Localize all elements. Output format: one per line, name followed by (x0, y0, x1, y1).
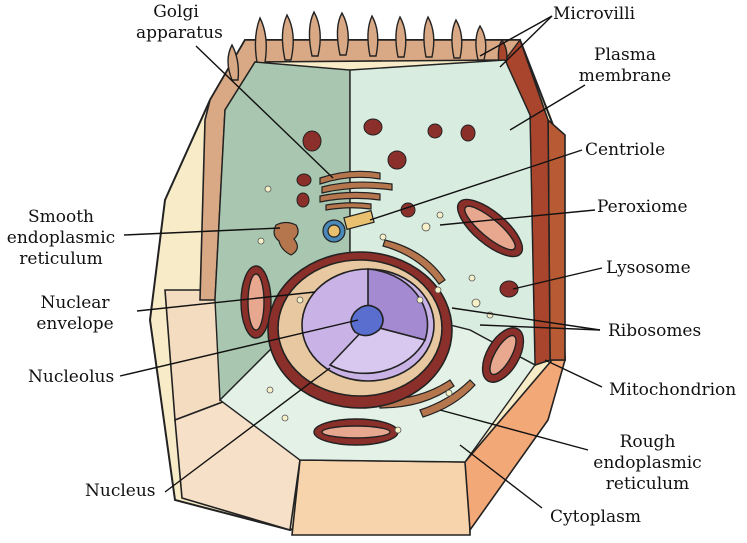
left-lower-face (174, 399, 301, 532)
label-nucleus: Nucleus (85, 481, 156, 501)
smooth-er (273, 221, 299, 256)
label-lysosome: Lysosome (606, 258, 691, 278)
label-ribosomes: Ribosomes (608, 321, 702, 341)
label-microvilli: Microvilli (553, 4, 636, 24)
label-smooth-line3: reticulum (19, 249, 103, 269)
label-centriole: Centriole (585, 140, 666, 160)
label-rough-line3: reticulum (605, 474, 690, 494)
label-rough-line1: Rough (619, 432, 676, 452)
label-golgi-line1: Golgi (153, 2, 199, 22)
lysosomes (296, 118, 519, 298)
label-smooth-line2: endoplasmic (6, 228, 116, 248)
nucleus (267, 251, 453, 409)
label-mitochondrion: Mitochondrion (609, 380, 737, 400)
bottom-face (291, 459, 471, 536)
label-rough-line2: endoplasmic (593, 453, 702, 473)
label-plasma-line2: membrane (578, 66, 672, 86)
label-plasma-membrane: Plasma membrane (575, 45, 675, 87)
centriole (322, 209, 375, 243)
label-nuclear-line1: Nuclear (40, 293, 110, 313)
nucleolus (350, 304, 384, 337)
label-nuclear-line2: envelope (36, 314, 114, 334)
mitochondria (240, 198, 525, 446)
leader-lines (119, 15, 603, 509)
right-lower-face (464, 359, 567, 533)
label-golgi: Golgi apparatus (136, 2, 223, 44)
ribosomes (257, 185, 494, 434)
label-cytoplasm: Cytoplasm (550, 507, 641, 527)
label-peroxiome: Peroxiome (597, 197, 688, 217)
microvilli (227, 10, 508, 81)
label-plasma-line1: Plasma (594, 45, 656, 65)
label-nuclear-envelope: Nuclear envelope (20, 293, 130, 335)
label-smooth-er: Smooth endoplasmic reticulum (0, 207, 122, 270)
label-golgi-line2: apparatus (136, 23, 223, 43)
golgi-apparatus (319, 170, 393, 211)
label-smooth-line1: Smooth (27, 207, 95, 227)
label-nucleolus: Nucleolus (28, 367, 115, 387)
label-rough-er: Rough endoplasmic reticulum (590, 432, 705, 495)
